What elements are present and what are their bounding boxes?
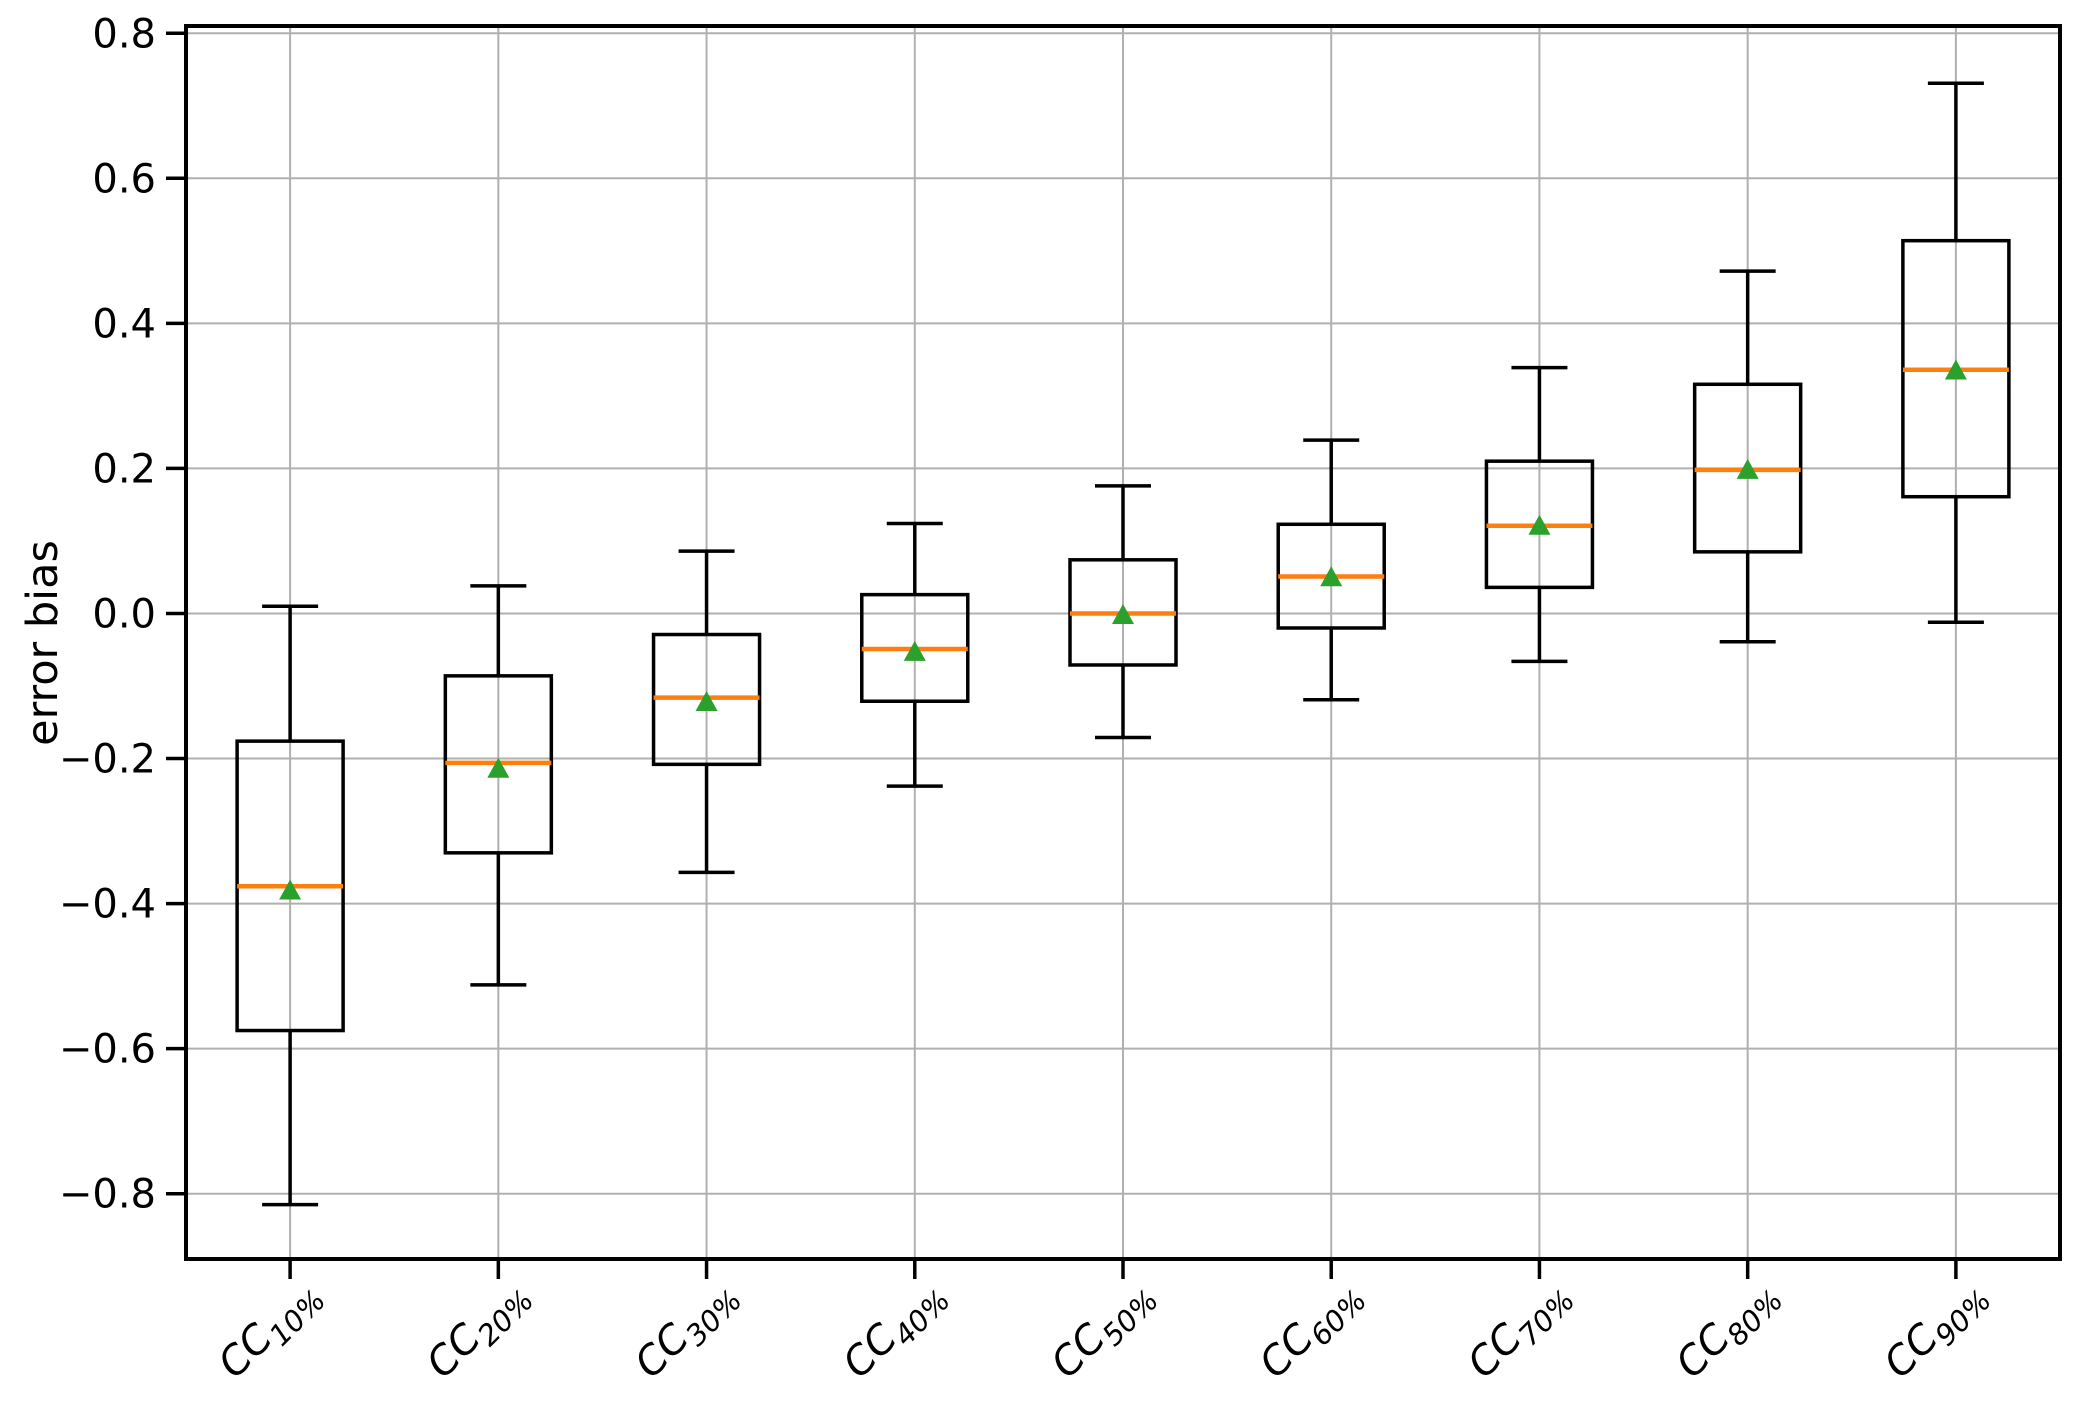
boxplot-cc90%: [1901, 81, 2011, 624]
mean-marker: [279, 879, 302, 900]
y-tick-label-−0.6: −0.6: [59, 1027, 156, 1073]
y-tick-label-0.8: 0.8: [92, 11, 156, 57]
mean-marker: [695, 690, 718, 711]
x-tick-label-cc80%: CC80%: [1667, 1270, 1790, 1393]
x-tick-label-cc30%: CC30%: [626, 1270, 749, 1393]
mean-marker: [1320, 566, 1343, 587]
boxplot-cc30%: [651, 549, 762, 875]
y-tick-label-−0.8: −0.8: [59, 1172, 156, 1218]
x-tick-label-cc40%: CC40%: [834, 1270, 957, 1393]
y-tick-label-0.2: 0.2: [92, 446, 156, 492]
mean-marker: [1736, 458, 1759, 479]
mean-marker: [1528, 514, 1551, 535]
x-tick-label-cc20%: CC20%: [418, 1270, 541, 1393]
boxplot-cc40%: [860, 521, 970, 788]
boxplot-cc20%: [443, 584, 554, 987]
mean-marker: [1944, 359, 1967, 380]
boxplot-cc80%: [1692, 269, 1803, 644]
mean-marker: [903, 640, 926, 661]
x-tick-label-cc70%: CC70%: [1459, 1270, 1582, 1393]
box-layer: [235, 81, 2011, 1207]
boxplot-cc70%: [1484, 365, 1595, 664]
mean-marker: [1112, 603, 1134, 624]
x-tick-label-cc50%: CC50%: [1042, 1270, 1165, 1393]
y-tick-label-−0.2: −0.2: [59, 737, 156, 783]
boxplot-cc50%: [1068, 484, 1178, 740]
axes-frame: [184, 24, 2062, 1261]
y-tick-label-0.0: 0.0: [92, 591, 156, 637]
x-tick-label-cc10%: CC10%: [210, 1270, 333, 1393]
x-tick-label-cc90%: CC90%: [1875, 1270, 1998, 1393]
y-tick-label-0.4: 0.4: [92, 301, 156, 347]
mean-marker: [487, 757, 510, 778]
y-axis-label: error bias: [18, 540, 68, 746]
x-tick-label-cc60%: CC60%: [1251, 1270, 1374, 1393]
boxplot-cc60%: [1276, 438, 1386, 702]
y-tick-label-0.6: 0.6: [92, 156, 156, 202]
axis-layer: 0.8 0.6 0.4 0.2 0.0 −0.2 −0.4 −0.6 −0.8 CC10% CC20…: [59, 11, 2062, 1393]
grid-layer: [186, 26, 2060, 1259]
boxplot-cc10%: [235, 604, 345, 1207]
y-tick-label-−0.4: −0.4: [59, 882, 156, 928]
